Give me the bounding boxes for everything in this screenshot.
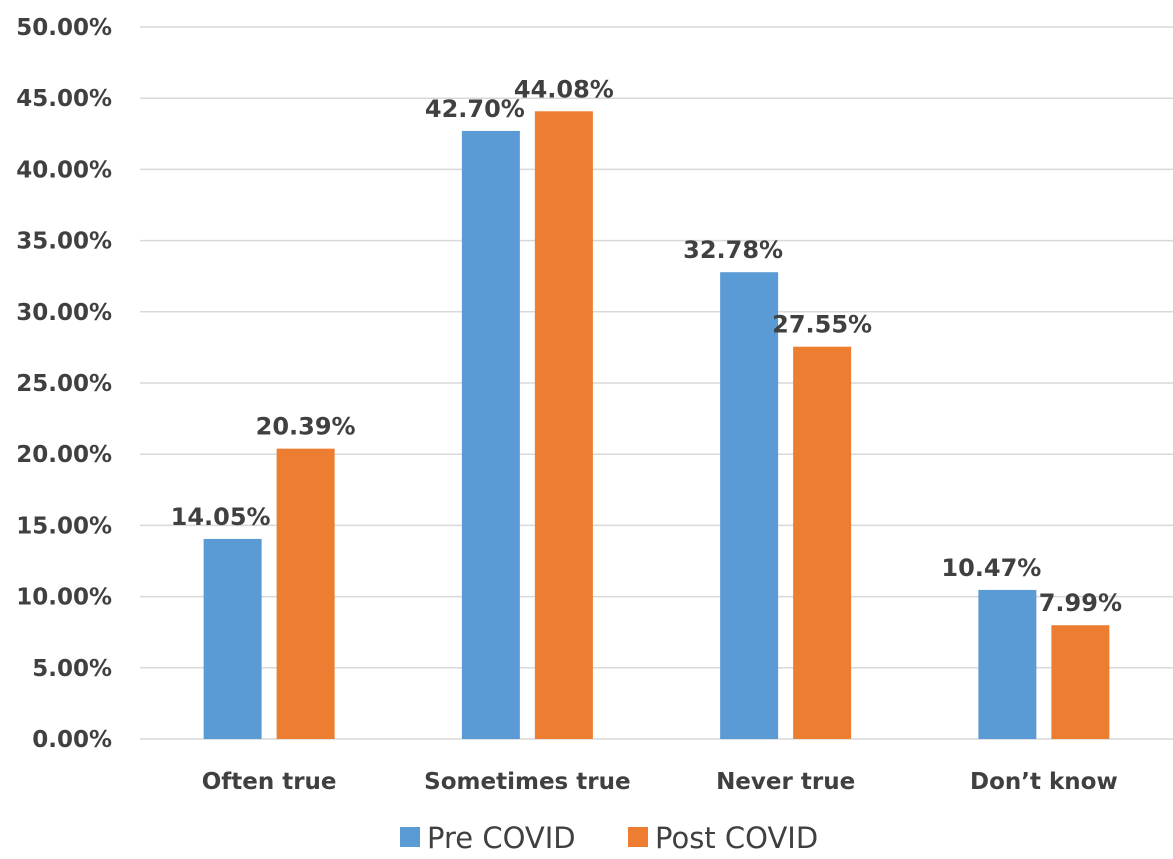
y-tick-label: 5.00% (32, 656, 112, 682)
bar-pre-covid (461, 130, 520, 739)
data-label: 32.78% (683, 236, 783, 264)
legend: Pre COVID Post COVID (400, 821, 818, 855)
y-tick-label: 50.00% (16, 15, 112, 41)
y-tick-label: 0.00% (32, 727, 112, 753)
bar-pre-covid (978, 589, 1037, 739)
y-tick-label: 20.00% (16, 442, 112, 468)
bar-post-covid (793, 346, 852, 739)
data-label: 14.05% (171, 503, 271, 531)
bar-post-covid (1051, 625, 1110, 739)
bar-post-covid (534, 111, 593, 740)
data-label: 44.08% (514, 75, 614, 103)
x-category-label: Sometimes true (424, 769, 630, 795)
y-tick-label: 40.00% (16, 157, 112, 183)
data-label: 10.47% (941, 554, 1041, 582)
bar-pre-covid (720, 272, 779, 739)
x-category-label: Never true (716, 769, 855, 795)
x-category-label: Often true (202, 769, 337, 795)
bars (203, 111, 1110, 740)
legend-label: Post COVID (655, 821, 818, 855)
data-label: 7.99% (1039, 589, 1122, 617)
y-tick-label: 35.00% (16, 229, 112, 255)
y-tick-label: 25.00% (16, 371, 112, 397)
bar-pre-covid (203, 538, 262, 739)
y-tick-label: 15.00% (16, 513, 112, 539)
y-axis-ticks: 0.00% 5.00% 10.00% 15.00% 20.00% 25.00% 30.00%… (16, 15, 112, 753)
legend-swatch (628, 827, 648, 847)
legend-swatch (400, 827, 420, 847)
x-axis-categories: Often true Sometimes true Never true Don’t … (202, 769, 1118, 795)
y-tick-label: 45.00% (16, 86, 112, 112)
data-label: 27.55% (772, 311, 872, 339)
bar-post-covid (276, 448, 335, 739)
legend-label: Pre COVID (427, 821, 576, 855)
y-tick-label: 10.00% (16, 585, 112, 611)
data-label: 42.70% (425, 95, 525, 123)
x-category-label: Don’t know (970, 769, 1118, 795)
y-tick-label: 30.00% (16, 300, 112, 326)
data-labels: 14.05% 20.39% 42.70%44.08% 32.78% 27.55% 10.4… (171, 75, 1122, 617)
data-label: 20.39% (256, 413, 356, 441)
